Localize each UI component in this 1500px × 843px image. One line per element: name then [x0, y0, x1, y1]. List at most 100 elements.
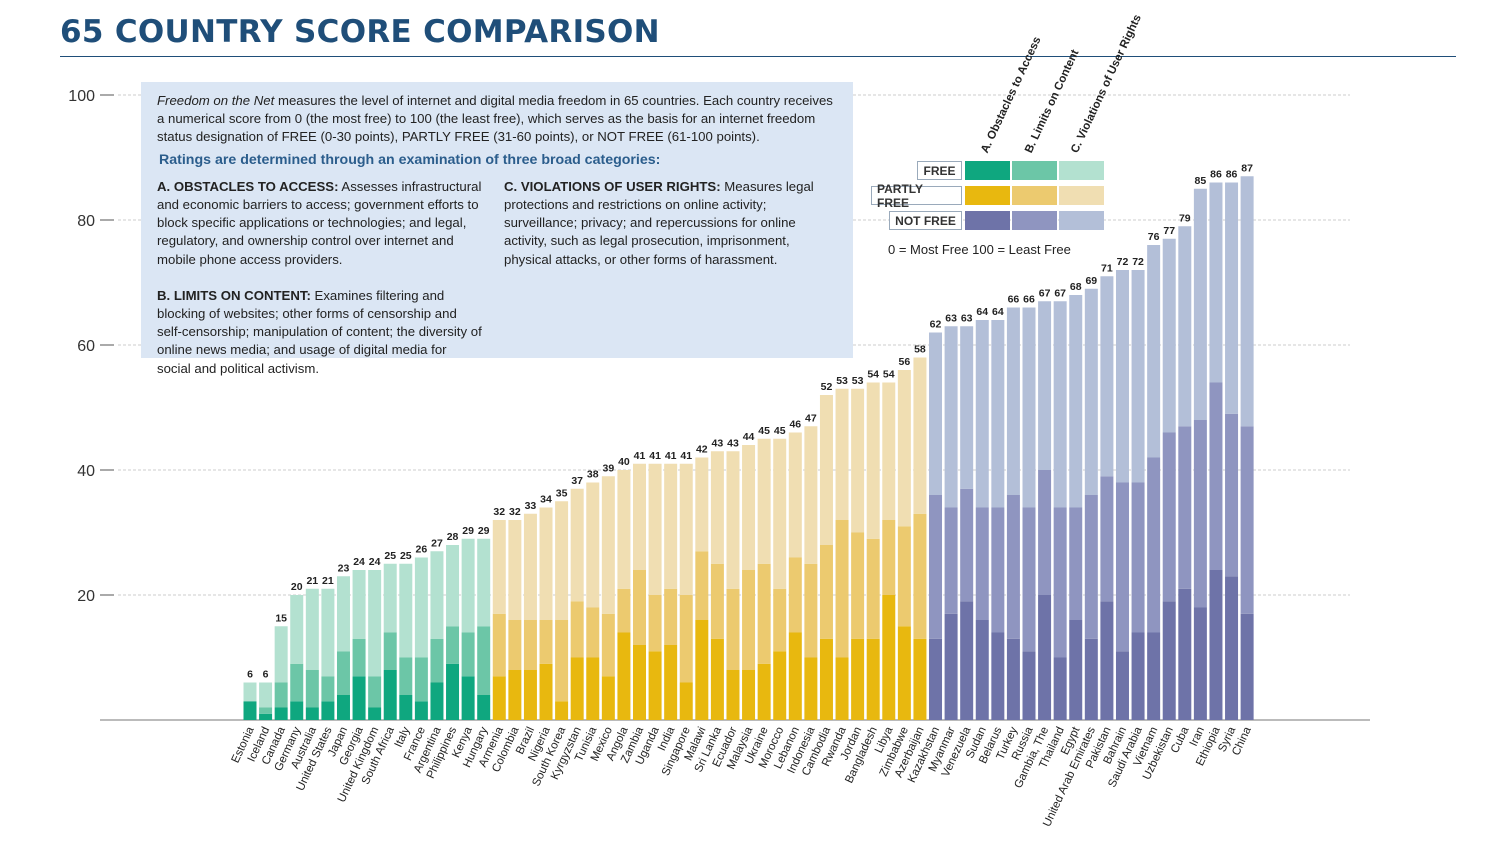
legend-label-not-free: NOT FREE [889, 211, 962, 230]
bar-segment-b-rwanda [835, 520, 849, 658]
value-label-zimbabwe: 56 [899, 356, 911, 368]
value-label-vietnam: 76 [1148, 231, 1160, 243]
bar-segment-a-iran [1193, 607, 1207, 720]
value-label-canada: 15 [275, 612, 287, 624]
bar-segment-b-china [1240, 426, 1254, 614]
value-label-malawi: 42 [696, 444, 708, 456]
category-a-text: Assesses infrastructural and economic ba… [157, 178, 482, 267]
bar-segment-a-thailand [1053, 657, 1067, 720]
bar-segment-c-russia [1022, 307, 1036, 508]
bar-segment-c-ethiopia [1209, 182, 1223, 383]
bar-segment-a-turkey [1006, 638, 1020, 720]
bar-segment-a-ukraine [757, 663, 771, 720]
value-label-sri-lanka: 43 [712, 437, 724, 449]
bar-segment-a-gambia-the [1038, 595, 1052, 720]
value-label-lebanon: 46 [789, 419, 801, 431]
category-c-description: C. VIOLATIONS OF USER RIGHTS: Measures l… [504, 178, 829, 269]
bar-segment-c-estonia [243, 682, 257, 702]
legend-swatch-partly-c [1059, 186, 1104, 205]
bar-segment-c-zambia [633, 463, 646, 570]
bar-segment-a-ecuador [726, 670, 740, 720]
bar-segment-c-kenya [461, 538, 475, 633]
bar-segment-a-bahrain [1115, 651, 1129, 720]
value-label-malaysia: 44 [743, 431, 755, 443]
bar-segment-a-jordan [851, 638, 865, 720]
bar-segment-a-estonia [243, 701, 257, 720]
value-label-south-africa: 25 [384, 550, 396, 562]
bar-segment-a-zambia [633, 645, 646, 720]
bar-segment-a-india [664, 645, 678, 720]
bar-segment-a-morocco [773, 651, 787, 720]
bar-segment-b-brazil [523, 620, 537, 670]
bar-segment-c-angola [617, 470, 631, 589]
value-label-kyrgyzstan: 37 [571, 475, 583, 487]
bar-segment-b-sri-lanka [710, 563, 724, 639]
bar-segment-c-belarus [991, 320, 1005, 508]
bar-segment-b-philippines [446, 626, 460, 664]
value-label-india: 41 [665, 450, 677, 462]
value-label-germany: 20 [291, 581, 303, 593]
bar-segment-a-libya [882, 595, 896, 720]
bar-segment-b-france [414, 657, 428, 702]
value-label-armenia: 32 [493, 506, 505, 518]
bar-segment-a-russia [1022, 651, 1036, 720]
category-c-title: C. VIOLATIONS OF USER RIGHTS: [504, 178, 721, 194]
bar-segment-c-uzbekistan [1162, 238, 1176, 433]
bar-segment-a-armenia [492, 676, 506, 720]
legend-swatch-partly-a [965, 186, 1010, 205]
bar-segment-b-turkey [1006, 495, 1020, 639]
bar-segment-a-uzbekistan [1162, 601, 1176, 720]
bar-segment-b-malaysia [742, 570, 756, 670]
bar-segment-b-zimbabwe [897, 526, 911, 627]
bar-segment-b-armenia [492, 613, 506, 677]
bar-segment-c-kazakhstan [929, 332, 943, 495]
value-label-mexico: 39 [602, 462, 614, 474]
value-label-kazakhstan: 62 [930, 319, 942, 331]
value-label-gambia-the: 67 [1039, 287, 1051, 299]
value-label-egypt: 68 [1070, 281, 1082, 293]
bar-segment-b-colombia [508, 620, 522, 670]
y-tick-label-20: 20 [77, 588, 95, 605]
bar-segment-b-italy [399, 657, 413, 695]
bar-segment-a-south-korea [555, 701, 569, 720]
bar-segment-c-cuba [1178, 226, 1192, 427]
bar-segment-b-iran [1193, 420, 1207, 608]
y-tick-label-60: 60 [77, 338, 95, 355]
bar-segment-c-libya [882, 382, 896, 520]
bar-segment-b-kenya [461, 632, 475, 677]
bar-segment-a-canada [274, 707, 288, 720]
bar-segment-b-ecuador [726, 588, 740, 670]
bar-segment-c-australia [305, 588, 319, 670]
bar-segment-b-south-africa [383, 632, 397, 670]
bar-segment-b-india [664, 588, 678, 645]
value-label-sudan: 64 [976, 306, 988, 318]
info-intro-italic: Freedom on the Net [157, 93, 275, 108]
bar-segment-b-saudi-arabia [1131, 482, 1145, 633]
value-label-jordan: 53 [852, 375, 864, 387]
bar-segment-b-bahrain [1115, 482, 1129, 652]
bar-segment-c-jordan [851, 388, 865, 533]
legend-swatch-notfree-b [1012, 211, 1057, 230]
scale-note: 0 = Most Free 100 = Least Free [888, 242, 1071, 257]
bar-segment-b-kazakhstan [929, 495, 943, 639]
bar-segment-b-libya [882, 520, 896, 595]
bar-segment-a-colombia [508, 670, 522, 720]
bar-segment-a-bangladesh [866, 638, 880, 720]
bar-segment-a-united-kingdom [368, 707, 382, 720]
value-label-bangladesh: 54 [867, 369, 879, 381]
bar-segment-b-ethiopia [1209, 382, 1223, 570]
bar-segment-b-thailand [1053, 507, 1067, 658]
bar-segment-a-egypt [1069, 620, 1083, 720]
bar-segment-c-thailand [1053, 301, 1067, 508]
bar-segment-c-indonesia [804, 426, 818, 564]
bar-segment-c-south-africa [383, 563, 397, 633]
bar-segment-c-uganda [648, 463, 662, 595]
bar-segment-c-venezuela [960, 326, 974, 489]
bar-segment-b-kyrgyzstan [570, 601, 584, 658]
category-b-description: B. LIMITS ON CONTENT: Examines filtering… [157, 287, 482, 378]
value-label-syria: 86 [1226, 169, 1238, 181]
bar-segment-a-mexico [601, 676, 615, 720]
bar-segment-b-lebanon [788, 557, 802, 633]
bar-segment-a-iceland [259, 713, 273, 720]
value-label-tunisia: 38 [587, 469, 599, 481]
